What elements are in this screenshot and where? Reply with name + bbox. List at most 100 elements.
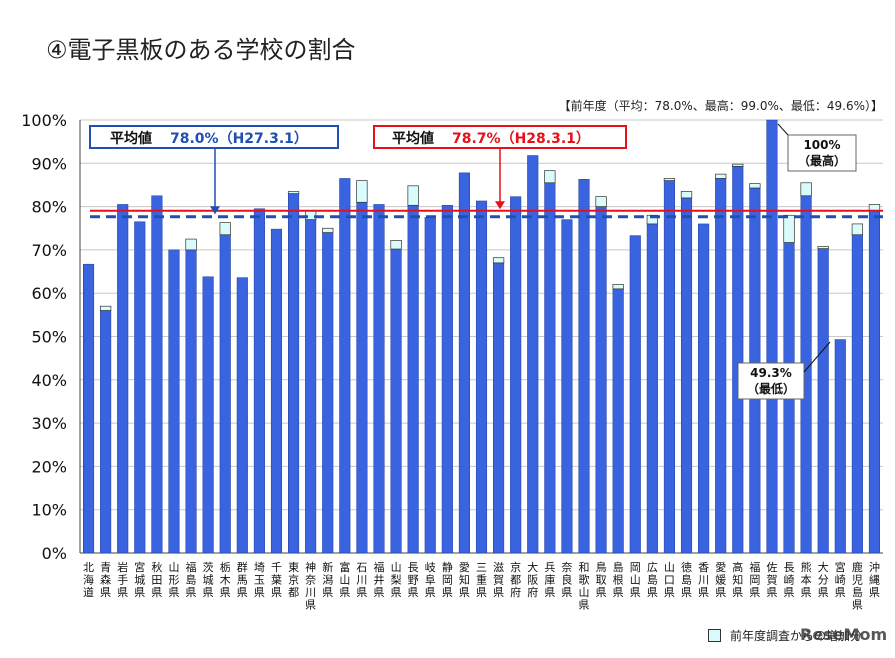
bar — [851, 234, 863, 554]
x-tick-label: 県 — [732, 586, 743, 599]
x-tick-label: 良 — [561, 573, 572, 587]
x-tick-label: 神 — [305, 560, 316, 574]
bar-increase — [390, 240, 402, 250]
callout-max-value: 100% — [803, 138, 840, 152]
x-tick-label: 茨 — [203, 560, 214, 574]
callout-prev-value: 78.0%（H27.3.1） — [170, 131, 308, 147]
bar — [441, 205, 453, 554]
x-tick-label: 滋 — [493, 561, 504, 574]
x-tick-label: 県 — [681, 586, 692, 599]
x-tick-label: 岡 — [630, 561, 641, 574]
bar-increase — [680, 191, 693, 199]
x-tick-label: 県 — [373, 586, 384, 599]
bar — [288, 193, 300, 554]
bar-increase — [732, 163, 744, 167]
bar — [646, 223, 658, 554]
x-tick-label: 県 — [322, 586, 333, 599]
bar-increase — [783, 214, 795, 243]
x-tick-label: 根 — [613, 573, 624, 587]
bar — [715, 178, 727, 554]
x-tick-label: 宮 — [835, 560, 846, 574]
x-tick-label: 県 — [493, 586, 504, 599]
x-tick-label: 県 — [168, 586, 179, 599]
x-tick-label: 県 — [425, 586, 436, 599]
x-tick-label: 佐 — [766, 560, 777, 574]
y-tick-label: 70% — [31, 241, 67, 260]
bar — [100, 310, 112, 554]
x-tick-label: 田 — [151, 574, 162, 587]
x-tick-label: 香 — [698, 561, 709, 574]
legend-label-increase: 前年度調査からの増加分 — [730, 629, 863, 643]
x-tick-label: 鳥 — [596, 560, 607, 574]
bar — [168, 249, 180, 554]
x-tick-label: 山 — [391, 561, 402, 574]
bar — [424, 217, 436, 554]
bar — [305, 219, 317, 554]
x-tick-label: 井 — [373, 573, 384, 587]
bar — [373, 204, 385, 554]
bar — [458, 172, 470, 554]
x-tick-label: 青 — [100, 561, 111, 574]
bar — [82, 263, 95, 554]
callout-min-value: 49.3% — [750, 366, 792, 380]
x-tick-label: 県 — [100, 586, 111, 599]
x-tick-label: 森 — [100, 573, 111, 587]
x-tick-label: 鹿 — [852, 560, 863, 574]
bar — [629, 235, 641, 554]
bar — [544, 182, 556, 554]
bar — [868, 210, 881, 554]
x-tick-label: 分 — [818, 574, 829, 587]
bar — [407, 205, 419, 554]
bar — [578, 179, 590, 554]
x-tick-label: 県 — [203, 586, 214, 599]
callout-max-box — [787, 134, 857, 172]
x-tick-label: 県 — [459, 586, 470, 599]
bar-increase — [185, 238, 197, 251]
bar — [493, 262, 505, 554]
x-tick-label: 熊 — [801, 560, 812, 574]
callout-prev-arrowhead — [210, 206, 220, 215]
x-tick-label: 岩 — [117, 560, 128, 574]
y-tick-label: 30% — [31, 414, 67, 433]
callout-max-sub: （最高） — [798, 153, 846, 168]
x-tick-label: 崎 — [835, 573, 846, 587]
callout-min-box — [737, 362, 805, 400]
x-tick-label: 山 — [168, 561, 179, 574]
x-tick-label: 静 — [442, 560, 453, 574]
x-tick-label: 県 — [237, 586, 248, 599]
x-tick-label: 宮 — [134, 560, 145, 574]
chart-title: ④電子黒板のある学校の割合 — [46, 36, 356, 64]
x-tick-label: 県 — [391, 586, 402, 599]
x-tick-label: 三 — [476, 561, 487, 574]
x-tick-label: 口 — [664, 574, 675, 587]
bar — [151, 195, 163, 554]
x-tick-label: 縄 — [869, 573, 880, 587]
x-tick-label: 城 — [203, 574, 214, 587]
x-tick-label: 県 — [715, 586, 726, 599]
bar — [134, 221, 146, 554]
x-tick-label: 埼 — [254, 560, 265, 574]
x-tick-label: 福 — [749, 560, 760, 574]
x-tick-label: 県 — [852, 599, 863, 612]
x-tick-label: 県 — [784, 586, 795, 599]
x-tick-label: 都 — [510, 574, 521, 587]
y-tick-label: 100% — [21, 111, 67, 130]
bar — [680, 197, 693, 554]
x-tick-label: 福 — [373, 560, 384, 574]
x-tick-label: 県 — [442, 586, 453, 599]
x-tick-label: 県 — [869, 586, 880, 599]
x-tick-label: 富 — [339, 560, 350, 574]
x-tick-label: 島 — [186, 573, 197, 587]
bar — [270, 228, 283, 554]
x-tick-label: 栃 — [220, 560, 231, 574]
resemom-logo: ReseMom — [800, 625, 888, 644]
bar — [766, 119, 778, 554]
x-tick-label: 広 — [647, 561, 658, 574]
bar — [390, 248, 402, 554]
x-tick-label: 県 — [749, 586, 760, 599]
x-tick-label: 県 — [579, 599, 590, 612]
callout-prev-box — [89, 125, 339, 149]
bar-increase — [492, 257, 505, 264]
x-tick-label: 阪 — [527, 573, 538, 587]
y-tick-label: 40% — [31, 371, 67, 390]
